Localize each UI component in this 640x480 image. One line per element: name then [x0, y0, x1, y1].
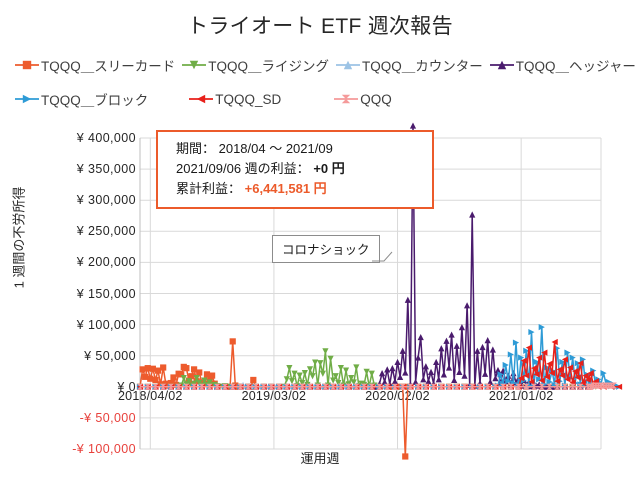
legend-tqqq-threecard-label: TQQQ＿スリーカード [41, 59, 176, 74]
triangle-up-icon [336, 60, 360, 70]
info-total-profit-label: 累計利益： [176, 181, 242, 197]
legend-tqqq-block-label: TQQQ＿ブロック [41, 93, 149, 108]
y-tick-label: ¥ 100,000 [76, 317, 136, 332]
y-tick-label: ¥ 50,000 [84, 348, 136, 363]
legend-tqqq-rising[interactable]: TQQQ＿ライジング [181, 55, 329, 75]
y-tick-label: -¥ 50,000 [79, 410, 136, 425]
series-TQQQ_SD [136, 338, 623, 390]
triangle-right-icon [15, 94, 39, 104]
y-tick-label: ¥ 400,000 [76, 131, 136, 145]
chart-title: トライオート ETF 週次報告 [187, 15, 453, 38]
legend-tqqq-counter[interactable]: TQQQ＿カウンター [335, 55, 483, 75]
series-TQQQ＿ライジング [136, 348, 599, 390]
x-axis-title: 運用週 [300, 451, 340, 466]
legend-tqqq-sd[interactable]: TQQQ_SD [188, 92, 281, 107]
legend-tqqq-threecard[interactable]: TQQQ＿スリーカード [14, 55, 175, 75]
y-tick-label: ¥ 200,000 [76, 255, 136, 270]
legend-qqq[interactable]: QQQ [333, 92, 392, 107]
triangle-left-icon [189, 94, 214, 104]
y-axis-ticks: ¥ 400,000 ¥ 350,000 ¥ 300,000 ¥ 250,000 ¥ 20… [32, 0, 136, 480]
legend-tqqq-sd-label: TQQQ_SD [215, 91, 282, 107]
square-icon [15, 60, 39, 70]
x-tick-label: 2018/04/02 [118, 389, 183, 403]
legend-tqqq-rising-label: TQQQ＿ライジング [208, 59, 329, 74]
legend-tqqq-hedger-label: TQQQ＿ヘッジャー [515, 59, 636, 74]
x-tick-label: 2019/03/02 [241, 389, 307, 403]
y-tick-label: ¥ 150,000 [76, 286, 136, 301]
y-tick-label: -¥ 100,000 [72, 442, 136, 456]
y-tick-label: ¥ 250,000 [76, 224, 136, 239]
info-weekly-profit-value: +0 円 [313, 161, 345, 177]
triangle-up-icon [489, 60, 514, 70]
legend-tqqq-hedger[interactable]: TQQQ＿ヘッジャー [489, 55, 636, 75]
legend-tqqq-counter-label: TQQQ＿カウンター [362, 59, 483, 74]
legend-tqqq-block[interactable]: TQQQ＿ブロック [14, 89, 148, 109]
legend-row-2: TQQQ＿ブロック TQQQ_SD QQQ [0, 89, 640, 109]
y-tick-label: ¥ 300,000 [76, 193, 136, 208]
legend-row-1: TQQQ＿スリーカード TQQQ＿ライジング TQQQ＿カウンター TQQQ＿ヘッジャ… [0, 55, 640, 75]
info-period-line: 期間： 2018/04 ～ 2021/09 [176, 141, 333, 156]
x-tick-label: 2021/01/02 [488, 389, 554, 403]
y-axis-title: 1 週間の不労所得 [11, 186, 27, 289]
info-total-profit-value: +6,441,581 円 [244, 181, 327, 197]
x-tick-label: 2020/02/02 [365, 389, 430, 403]
summary-info-box: 期間： 2018/04 ～ 2021/09 2021/09/06 週の利益： +… [156, 130, 434, 210]
info-weekly-profit-label: 2021/09/06 週の利益： [176, 161, 310, 177]
info-weekly-profit-line: 2021/09/06 週の利益： +0 円 [176, 159, 432, 179]
series-TQQQ＿ブロック [136, 323, 623, 390]
y-tick-label: ¥ 0 [117, 379, 136, 394]
corona-shock-callout: コロナショック [272, 235, 380, 263]
info-total-profit-line: 累計利益： +6,441,581 円 [176, 179, 432, 199]
triangle-down-icon [182, 60, 207, 70]
chart-legend: TQQQ＿スリーカード TQQQ＿ライジング TQQQ＿カウンター TQQQ＿ヘッジャ… [0, 55, 640, 109]
bowtie-icon [334, 94, 359, 104]
legend-qqq-label: QQQ [360, 91, 392, 107]
y-tick-label: ¥ 350,000 [76, 162, 136, 177]
